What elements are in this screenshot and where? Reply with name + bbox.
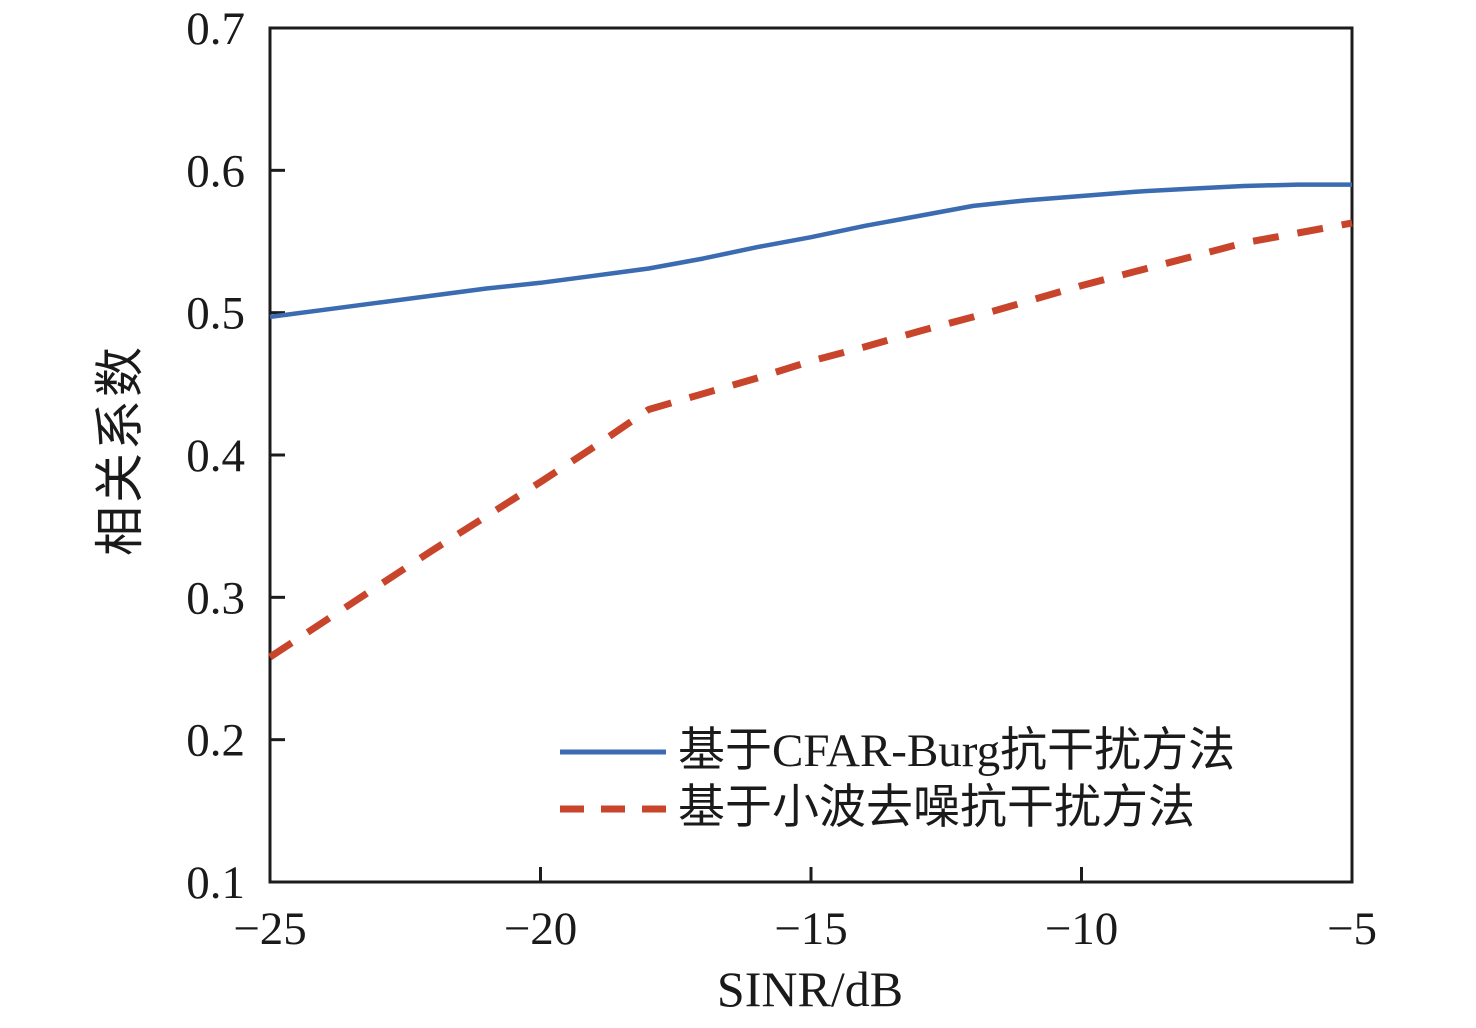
legend: 基于CFAR-Burg抗干扰方法 基于小波去噪抗干扰方法 [558,724,1235,836]
y-tick-label: 0.1 [186,857,245,909]
x-tick-label: −10 [1045,903,1119,955]
legend-item: 基于CFAR-Burg抗干扰方法 [558,724,1235,779]
solid-line-swatch-icon [560,749,666,754]
y-tick-label: 0.3 [186,572,245,624]
series-line-0 [269,182,1352,320]
x-tick-label: −25 [233,903,307,955]
y-tick-label: 0.2 [186,715,245,767]
y-tick-label: 0.5 [186,288,245,340]
y-tick-label: 0.4 [186,430,245,482]
dashed-line-swatch-icon [560,805,666,812]
x-tick-label: −20 [504,903,578,955]
x-tick-label: −5 [1327,903,1377,955]
y-tick-label: 0.7 [186,3,245,55]
y-axis-title: 相关系数 [92,344,148,556]
legend-label: 基于CFAR-Burg抗干扰方法 [678,725,1236,777]
series-line-1 [268,219,1353,661]
legend-item: 基于小波去噪抗干扰方法 [558,781,1235,836]
plot-border [268,26,1354,884]
x-tick-label: −15 [774,903,848,955]
legend-label: 基于小波去噪抗干扰方法 [678,782,1195,834]
x-axis-title: SINR/dB [716,961,904,1017]
y-tick-label: 0.6 [186,145,245,197]
